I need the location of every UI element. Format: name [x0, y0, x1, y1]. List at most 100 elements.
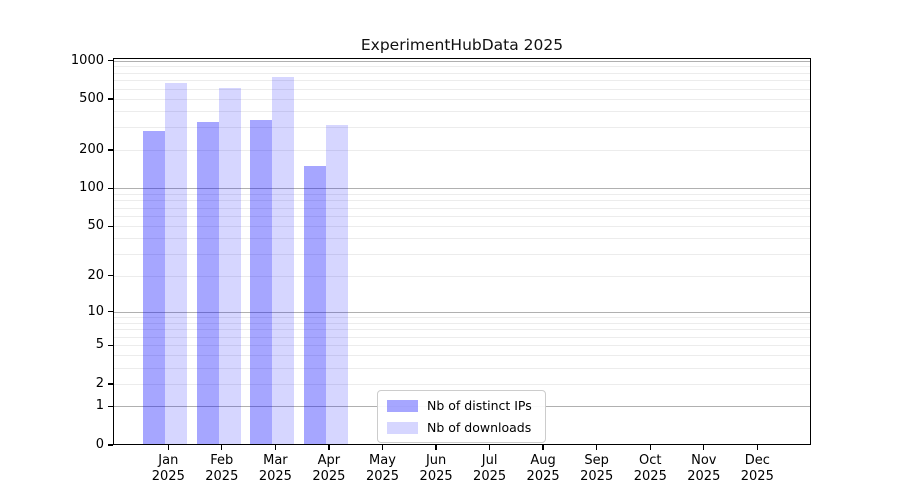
x-tick-year: 2025	[473, 469, 507, 484]
y-tick-label: 1	[95, 398, 104, 414]
y-tick-mark	[108, 444, 113, 446]
x-tick-month: Sep	[584, 453, 609, 468]
x-tick-mark	[381, 445, 384, 450]
x-tick-mark	[703, 445, 705, 450]
y-tick-label: 500	[79, 91, 104, 106]
gridline-major	[113, 188, 811, 190]
gridline-minor	[113, 111, 811, 113]
gridline-minor	[113, 329, 811, 331]
x-tick-month: Jan	[158, 453, 179, 468]
bar-distinct-ips	[143, 131, 166, 445]
legend: Nb of distinct IPs Nb of downloads	[377, 390, 546, 443]
x-tick-year: 2025	[365, 469, 400, 484]
x-tick-mark	[488, 445, 491, 450]
gridline-minor	[113, 238, 811, 240]
x-tick-year: 2025	[151, 469, 185, 484]
x-tick-year: 2025	[687, 469, 721, 484]
x-tick-month: May	[369, 453, 396, 468]
x-tick-mark	[274, 445, 277, 450]
x-tick-year: 2025	[258, 469, 292, 484]
y-tick-label: 2	[95, 375, 104, 391]
x-tick-year: 2025	[419, 469, 453, 484]
legend-item: Nb of distinct IPs	[387, 397, 536, 414]
x-tick-label: May 2025	[351, 453, 415, 485]
y-tick-label: 0	[95, 437, 104, 452]
bar-downloads	[165, 82, 188, 445]
x-tick-label: Oct 2025	[618, 453, 682, 485]
gridline-minor	[113, 99, 811, 100]
bar-distinct-ips	[303, 165, 326, 445]
legend-label: Nb of distinct IPs	[427, 398, 532, 413]
gridline-minor	[113, 72, 811, 74]
x-tick-mark	[167, 445, 169, 450]
x-tick-month: Oct	[639, 453, 662, 468]
x-tick-year: 2025	[633, 469, 667, 484]
x-tick-year: 2025	[205, 469, 239, 484]
x-tick-month: Feb	[210, 453, 234, 468]
y-tick-label: 1000	[70, 52, 104, 68]
x-tick-mark	[221, 445, 223, 450]
gridline-minor	[113, 216, 811, 218]
gridline-major	[113, 60, 811, 62]
y-tick-mark	[108, 149, 113, 151]
gridline-minor	[113, 345, 811, 347]
x-tick-mark	[435, 445, 437, 450]
y-tick-mark	[108, 310, 113, 313]
y-tick-mark	[108, 274, 113, 277]
y-tick-mark	[108, 383, 113, 385]
x-tick-year: 2025	[740, 469, 774, 484]
x-tick-label: Sep 2025	[565, 453, 629, 485]
gridline-minor	[113, 275, 811, 277]
x-tick-label: Feb 2025	[190, 453, 254, 485]
legend-label: Nb of downloads	[427, 420, 532, 435]
x-tick-mark	[756, 445, 758, 450]
x-tick-mark	[542, 445, 544, 450]
y-tick-mark	[108, 98, 113, 100]
y-tick-mark	[108, 59, 113, 62]
x-tick-label: Apr 2025	[297, 453, 361, 485]
gridline-minor	[113, 367, 811, 369]
x-tick-month: Jul	[481, 453, 498, 468]
y-tick-mark	[108, 344, 113, 346]
x-tick-label: Jun 2025	[404, 453, 468, 485]
bar-downloads	[325, 124, 348, 445]
y-tick-label: 100	[79, 180, 104, 196]
gridline-minor	[113, 127, 811, 129]
gridline-minor	[113, 355, 811, 357]
legend-swatch	[387, 399, 418, 412]
gridline-major	[113, 311, 811, 313]
bar-downloads	[218, 87, 241, 445]
x-tick-month: Aug	[530, 453, 556, 468]
gridline-minor	[113, 226, 811, 228]
gridline-minor	[113, 194, 811, 195]
gridline-minor	[113, 383, 811, 385]
gridline-minor	[113, 66, 811, 68]
x-tick-label: Dec 2025	[725, 453, 789, 485]
y-tick-label: 10	[87, 303, 104, 319]
bar-downloads	[272, 77, 295, 445]
gridline-minor	[113, 253, 811, 255]
x-tick-month: Nov	[691, 453, 717, 468]
y-tick-mark	[108, 405, 113, 408]
y-tick-label: 200	[79, 141, 104, 157]
x-tick-label: Jan 2025	[136, 453, 200, 485]
x-tick-year: 2025	[580, 469, 614, 484]
x-tick-mark	[649, 445, 651, 450]
x-tick-month: Apr	[317, 453, 341, 468]
gridline-minor	[113, 80, 811, 82]
gridline-minor	[113, 336, 811, 338]
gridline-minor	[113, 149, 811, 151]
x-tick-year: 2025	[526, 469, 560, 484]
x-tick-mark	[328, 445, 330, 450]
gridline-minor	[113, 200, 811, 202]
x-tick-year: 2025	[312, 469, 346, 484]
chart-title: ExperimentHubData 2025	[360, 36, 564, 54]
legend-swatch	[387, 421, 418, 434]
bar-distinct-ips	[196, 122, 219, 445]
gridline-minor	[113, 322, 811, 324]
x-tick-label: Aug 2025	[511, 453, 575, 485]
gridline-minor	[113, 207, 811, 209]
legend-item: Nb of downloads	[387, 419, 536, 436]
y-tick-mark	[108, 225, 113, 227]
